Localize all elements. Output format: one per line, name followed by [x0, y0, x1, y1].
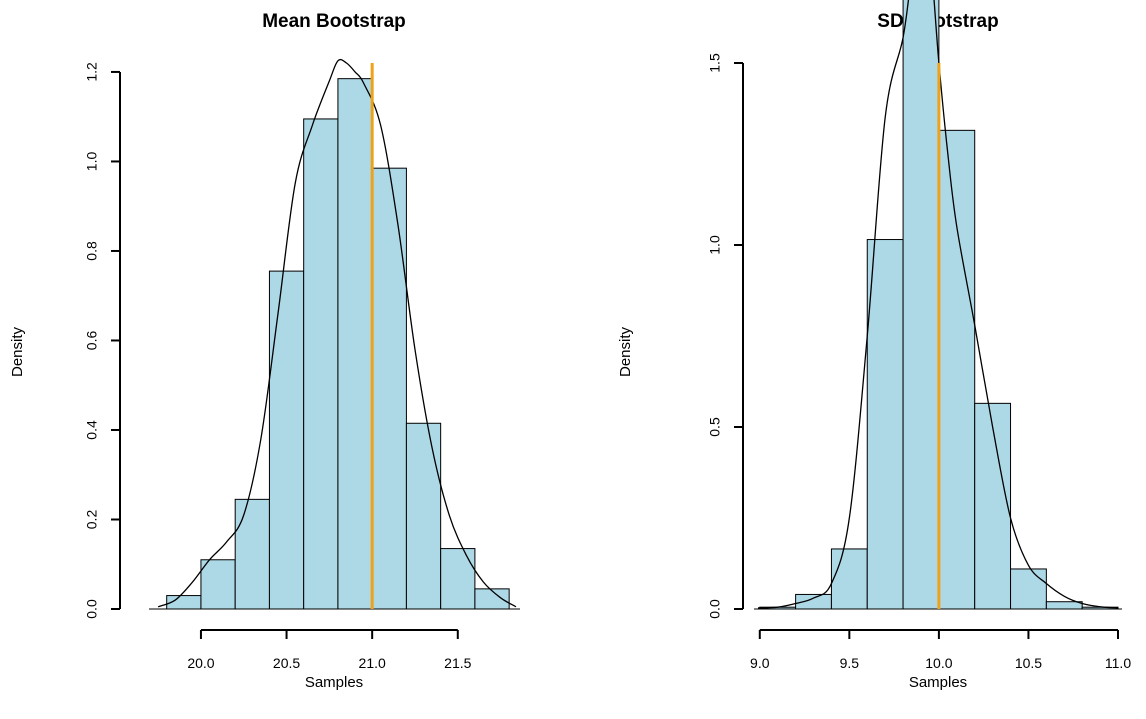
sd-bootstrap-x-tick-label-0: 9.0 [750, 655, 770, 671]
sd-bootstrap-density-curve [757, 0, 1119, 609]
mean-bootstrap-y-tick-label-0: 0.0 [84, 599, 100, 619]
mean-bootstrap-bars [149, 78, 520, 610]
sd-bootstrap-panel: SD Bootstrap Density Samples 9.0 9.5 10.0 1… [617, 0, 1131, 691]
mean-bootstrap-y-tick-label-4: 0.8 [84, 241, 100, 261]
sd-bootstrap-bar-5 [938, 129, 976, 610]
mean-bootstrap-bar-1 [200, 559, 236, 610]
mean-bootstrap-x-axis: 20.0 20.5 21.0 21.5 [187, 629, 472, 671]
mean-bootstrap-bar-3 [268, 270, 305, 610]
mean-bootstrap-x-tick-label-2: 21.0 [359, 655, 386, 671]
sd-bootstrap-y-tick-label-0: 0.0 [707, 599, 723, 619]
sd-bootstrap-bar-6 [974, 402, 1012, 610]
sd-bootstrap-x-axis: 9.0 9.5 10.0 10.5 11.0 [750, 629, 1131, 671]
mean-bootstrap-y-tick-label-2: 0.4 [84, 420, 100, 440]
sd-bootstrap-bar-8 [1045, 601, 1083, 610]
sd-bootstrap-y-axis: 0.0 0.5 1.0 1.5 [707, 53, 744, 619]
mean-bootstrap-title: Mean Bootstrap [262, 11, 406, 32]
mean-bootstrap-bar-8 [440, 548, 476, 610]
sd-bootstrap-ylabel: Density [617, 326, 634, 377]
mean-bootstrap-ylabel: Density [9, 326, 26, 377]
mean-bootstrap-bar-5 [337, 78, 373, 610]
sd-bootstrap-bar-4 [902, 0, 940, 610]
mean-bootstrap-bar-2 [234, 498, 270, 610]
mean-bootstrap-x-tick-label-1: 20.5 [273, 655, 300, 671]
sd-bootstrap-bar-7 [1010, 568, 1047, 610]
mean-bootstrap-bar-9 [474, 588, 510, 610]
mean-bootstrap-x-tick-label-3: 21.5 [444, 655, 471, 671]
sd-bootstrap-x-tick-label-2: 10.0 [925, 655, 952, 671]
mean-bootstrap-panel: Mean Bootstrap Density Samples 20.0 20.5 2… [9, 11, 520, 691]
mean-bootstrap-bar-7 [405, 422, 442, 610]
sd-bootstrap-x-tick-label-3: 10.5 [1015, 655, 1042, 671]
sd-bootstrap-y-tick-label-1: 0.5 [707, 417, 723, 437]
sd-bootstrap-y-tick-label-2: 1.0 [707, 235, 723, 255]
sd-bootstrap-xlabel: Samples [909, 674, 967, 691]
mean-bootstrap-bar-4 [303, 118, 339, 610]
mean-bootstrap-y-tick-label-6: 1.2 [84, 62, 100, 82]
sd-bootstrap-bar-3 [866, 239, 904, 610]
sd-bootstrap-bars [754, 0, 1122, 610]
sd-bootstrap-x-tick-label-1: 9.5 [840, 655, 860, 671]
mean-bootstrap-density-curve [157, 58, 517, 608]
sd-bootstrap-y-tick-label-3: 1.5 [707, 53, 723, 73]
mean-bootstrap-y-tick-label-3: 0.6 [84, 331, 100, 351]
mean-bootstrap-y-tick-label-1: 0.2 [84, 510, 100, 530]
mean-bootstrap-x-tick-label-0: 20.0 [187, 655, 214, 671]
sd-bootstrap-bar-2 [830, 548, 868, 610]
mean-bootstrap-xlabel: Samples [305, 674, 363, 691]
mean-bootstrap-y-axis: 0.0 0.2 0.4 0.6 0.8 1.0 1.2 [84, 62, 121, 619]
mean-bootstrap-y-tick-label-5: 1.0 [84, 152, 100, 172]
sd-bootstrap-x-tick-label-4: 11.0 [1105, 655, 1131, 671]
mean-bootstrap-bar-6 [371, 167, 407, 610]
